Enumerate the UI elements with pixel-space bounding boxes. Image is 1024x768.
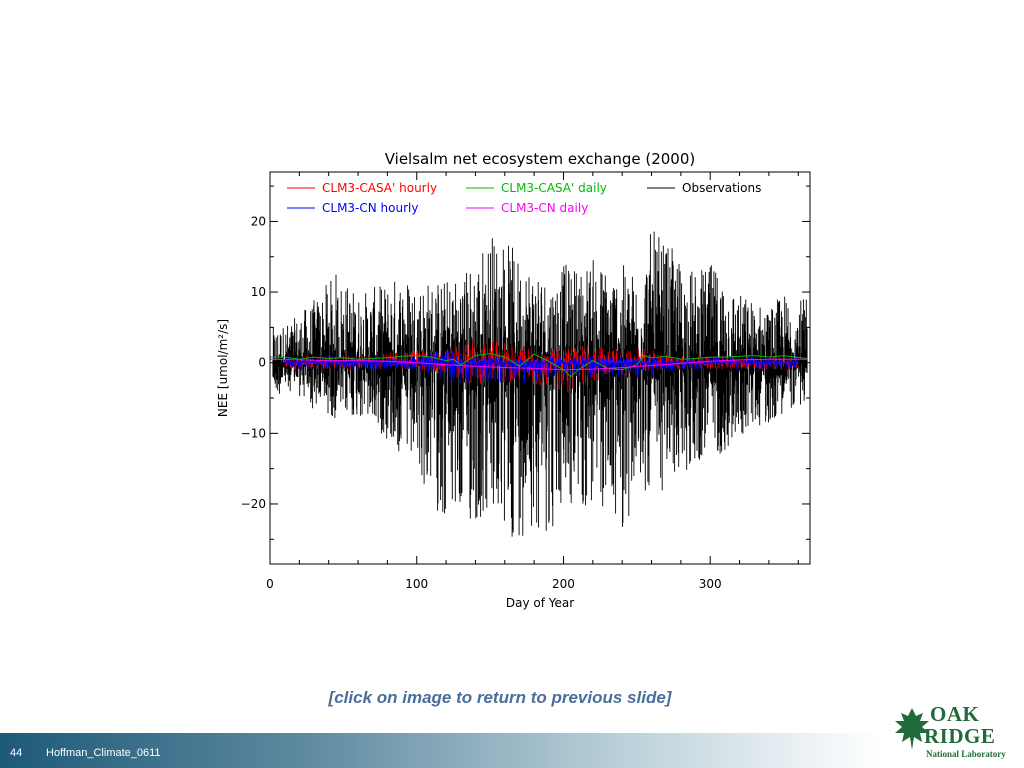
plot-frame (269, 171, 811, 565)
y-tick-label: −10 (241, 426, 266, 440)
logo-line1: OAK (930, 702, 980, 726)
series-marks-layer (269, 231, 808, 537)
chart-title: Vielsalm net ecosystem exchange (2000) (385, 150, 696, 168)
x-tick-label: 0 (266, 577, 274, 591)
slide-number: 44 (10, 747, 23, 759)
x-tick-label: 200 (552, 577, 575, 591)
y-tick-label: 20 (251, 214, 266, 228)
legend-entry: CLM3-CASA' daily (466, 181, 607, 195)
footer-bar (0, 733, 880, 768)
y-tick-label: −20 (241, 497, 266, 511)
legend-label: Observations (682, 181, 761, 195)
hourly-spikes (284, 350, 799, 384)
series-clm3-cn-hourly (284, 350, 799, 384)
legend-label: CLM3-CASA' daily (501, 181, 607, 195)
legend-entry: Observations (647, 181, 761, 195)
legend-label: CLM3-CN hourly (322, 201, 418, 215)
legend-entry: CLM3-CN daily (466, 201, 588, 215)
footer-text: Hoffman_Climate_0611 (46, 747, 161, 759)
y-axis-label: NEE [umol/m²/s] (216, 319, 230, 417)
y-tick-label: 0 (258, 356, 266, 370)
x-axis-label: Day of Year (506, 596, 574, 610)
x-tick-label: 100 (405, 577, 428, 591)
series-clm3-cn-daily (269, 358, 808, 371)
logo-line3: National Laboratory (926, 749, 1006, 759)
legend-label: CLM3-CN daily (501, 201, 588, 215)
legend-entry: CLM3-CN hourly (287, 201, 418, 215)
legend-label: CLM3-CASA' hourly (322, 181, 437, 195)
legend-entry: CLM3-CASA' hourly (287, 181, 437, 195)
y-tick-label: 10 (251, 285, 266, 299)
oak-leaf-icon (895, 708, 929, 750)
series-clm3-casa-daily (270, 352, 808, 378)
logo-line2: RIDGE (924, 724, 996, 748)
oak-ridge-logo: OAK RIDGE National Laboratory (890, 700, 1010, 762)
return-to-previous-slide-link[interactable]: [click on image to return to previous sl… (328, 688, 672, 707)
legend: CLM3-CASA' hourly CLM3-CASA' daily Observa… (287, 181, 761, 215)
axis-ticks-layer: 0 100 200 300 −20 −10 0 10 20 (241, 172, 810, 591)
x-tick-label: 300 (699, 577, 722, 591)
